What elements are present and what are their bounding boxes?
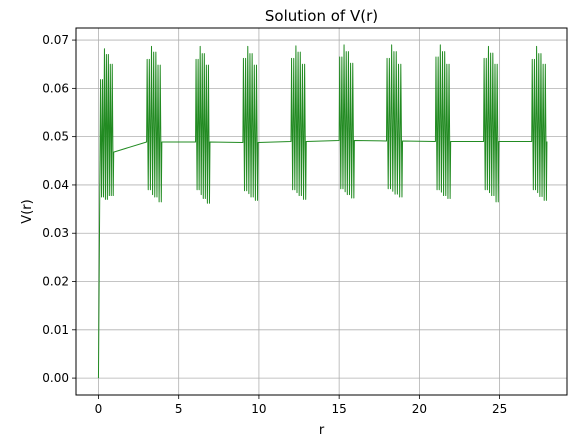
x-tick-label: 20 bbox=[412, 402, 427, 416]
x-tick-label: 10 bbox=[251, 402, 266, 416]
series-group bbox=[97, 44, 548, 379]
y-tick-label: 0.05 bbox=[42, 130, 69, 144]
y-tick-label: 0.06 bbox=[42, 81, 69, 95]
y-axis-ticks: 0.00 0.01 0.02 0.03 0.04 0.05 0.06 0.07 bbox=[42, 33, 76, 385]
y-tick-label: 0.00 bbox=[42, 371, 69, 385]
x-axis-label: r bbox=[319, 423, 325, 438]
chart-title: Solution of V(r) bbox=[265, 7, 378, 25]
x-tick-label: 5 bbox=[175, 402, 183, 416]
y-tick-label: 0.07 bbox=[42, 33, 69, 47]
series-line-v-r bbox=[97, 44, 548, 379]
y-axis-label: V(r) bbox=[20, 199, 35, 223]
y-tick-label: 0.03 bbox=[42, 226, 69, 240]
y-tick-label: 0.01 bbox=[42, 323, 69, 337]
y-tick-label: 0.04 bbox=[42, 178, 69, 192]
x-tick-label: 25 bbox=[492, 402, 507, 416]
x-axis-ticks: 0 5 10 15 20 25 bbox=[95, 395, 507, 416]
y-tick-label: 0.02 bbox=[42, 275, 69, 289]
plot-frame bbox=[75, 27, 568, 396]
x-tick-label: 15 bbox=[332, 402, 347, 416]
x-tick-label: 0 bbox=[95, 402, 103, 416]
